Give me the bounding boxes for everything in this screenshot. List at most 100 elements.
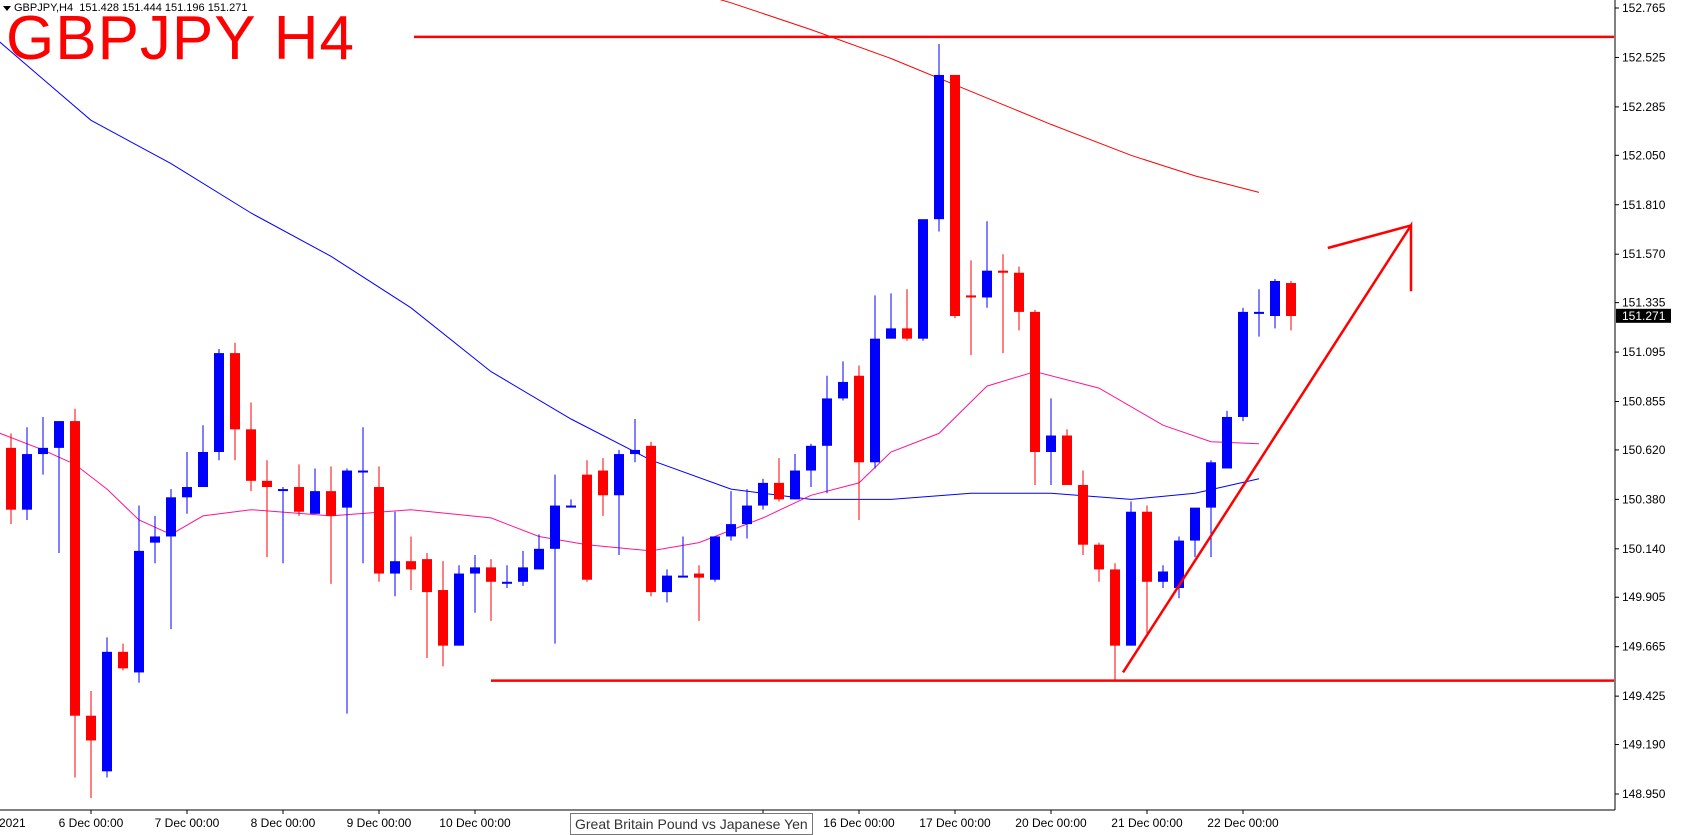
candle-body[interactable]: [838, 381, 848, 399]
candle-body[interactable]: [86, 715, 96, 741]
candle-body[interactable]: [1014, 272, 1024, 312]
candle-body[interactable]: [1238, 311, 1248, 417]
y-tick-label: 152.050: [1622, 148, 1666, 162]
candle-body[interactable]: [118, 651, 128, 669]
candle-body[interactable]: [550, 505, 560, 549]
x-tick-label: 16 Dec 00:00: [823, 816, 895, 830]
candle-body[interactable]: [134, 550, 144, 673]
x-tick-label: 20 Dec 00:00: [1015, 816, 1087, 830]
candle-body[interactable]: [790, 470, 800, 500]
candle-body[interactable]: [262, 480, 272, 488]
candle-body[interactable]: [998, 270, 1008, 273]
candle-body[interactable]: [326, 491, 336, 516]
candle-body[interactable]: [214, 353, 224, 452]
trend-arrow-line[interactable]: [1121, 221, 1413, 674]
candle-body[interactable]: [342, 470, 352, 508]
candle-body[interactable]: [1286, 283, 1296, 317]
candle-body[interactable]: [374, 487, 384, 574]
x-tick-label: 10 Dec 00:00: [439, 816, 511, 830]
candle-body[interactable]: [870, 338, 880, 463]
candle-body[interactable]: [1174, 540, 1184, 588]
candle-body[interactable]: [438, 590, 448, 646]
candle-body[interactable]: [902, 328, 912, 339]
candle-body[interactable]: [566, 505, 576, 508]
candle-body[interactable]: [1094, 544, 1104, 570]
candle-body[interactable]: [774, 482, 784, 500]
candle-body[interactable]: [1158, 571, 1168, 582]
candle-body[interactable]: [278, 489, 288, 492]
x-tick-label: 8 Dec 00:00: [251, 816, 316, 830]
candle-body[interactable]: [198, 451, 208, 488]
candle-body[interactable]: [886, 328, 896, 339]
candle-body[interactable]: [758, 482, 768, 506]
candle-body[interactable]: [806, 445, 816, 471]
candle-body[interactable]: [70, 421, 80, 716]
candle-body[interactable]: [646, 445, 656, 593]
candle-body[interactable]: [502, 581, 512, 584]
candle-body[interactable]: [1126, 511, 1136, 646]
candle-body[interactable]: [22, 454, 32, 510]
candle-body[interactable]: [358, 470, 368, 473]
candle-body[interactable]: [694, 573, 704, 578]
candle-body[interactable]: [854, 375, 864, 463]
y-tick-label: 149.665: [1622, 640, 1666, 654]
candle-body[interactable]: [518, 567, 528, 582]
candle-body[interactable]: [966, 295, 976, 298]
symbol-timeframe: GBPJPY,H4: [14, 2, 74, 14]
candle-body[interactable]: [1254, 311, 1264, 314]
candle-body[interactable]: [1110, 569, 1120, 646]
y-tick-label: 149.190: [1622, 738, 1666, 752]
candle-body[interactable]: [726, 524, 736, 537]
candle-body[interactable]: [294, 487, 304, 512]
chart-menu-triangle-icon[interactable]: [3, 6, 11, 11]
candle-body[interactable]: [950, 74, 960, 317]
candle-body[interactable]: [934, 74, 944, 220]
candle-body[interactable]: [150, 536, 160, 543]
candle-body[interactable]: [598, 470, 608, 496]
candle-body[interactable]: [710, 536, 720, 580]
candle-body[interactable]: [1046, 435, 1056, 452]
candle-body[interactable]: [470, 567, 480, 574]
candle-body[interactable]: [1190, 507, 1200, 541]
candle-body[interactable]: [614, 454, 624, 496]
candle-body[interactable]: [742, 505, 752, 525]
candle-body[interactable]: [1078, 484, 1088, 545]
y-tick-label: 150.620: [1622, 443, 1666, 457]
candle-body[interactable]: [182, 487, 192, 498]
candle-body[interactable]: [454, 573, 464, 646]
candle-body[interactable]: [230, 353, 240, 430]
candle-body[interactable]: [822, 398, 832, 446]
candle-body[interactable]: [582, 474, 592, 580]
candle-body[interactable]: [1222, 416, 1232, 469]
candle-body[interactable]: [1030, 311, 1040, 452]
candle-body[interactable]: [630, 449, 640, 455]
candle-body[interactable]: [1206, 462, 1216, 508]
candle-body[interactable]: [422, 559, 432, 593]
candle-body[interactable]: [246, 429, 256, 481]
candle-body[interactable]: [918, 219, 928, 339]
current-price-label: 151.271: [1622, 309, 1666, 323]
trend-arrow-head[interactable]: [1327, 224, 1412, 250]
candle-body[interactable]: [1062, 435, 1072, 485]
candle-body[interactable]: [486, 567, 496, 582]
candle-body[interactable]: [6, 447, 16, 510]
moving-average-0: [719, 0, 1260, 193]
candle-body[interactable]: [390, 561, 400, 574]
current-price-box: [1616, 308, 1671, 323]
candle-body[interactable]: [406, 561, 416, 570]
candle-body[interactable]: [54, 421, 64, 448]
candle-body[interactable]: [310, 491, 320, 514]
candle-body[interactable]: [38, 447, 48, 455]
candle-body[interactable]: [982, 270, 992, 298]
candle-body[interactable]: [662, 575, 672, 593]
candle-body[interactable]: [678, 575, 688, 578]
y-tick-label: 150.140: [1622, 542, 1666, 556]
candle-body[interactable]: [102, 651, 112, 772]
y-tick-label: 150.380: [1622, 492, 1666, 506]
candle-body[interactable]: [166, 497, 176, 537]
candle-body[interactable]: [1142, 511, 1152, 582]
candle-body[interactable]: [534, 548, 544, 570]
candle-body[interactable]: [1270, 280, 1280, 317]
